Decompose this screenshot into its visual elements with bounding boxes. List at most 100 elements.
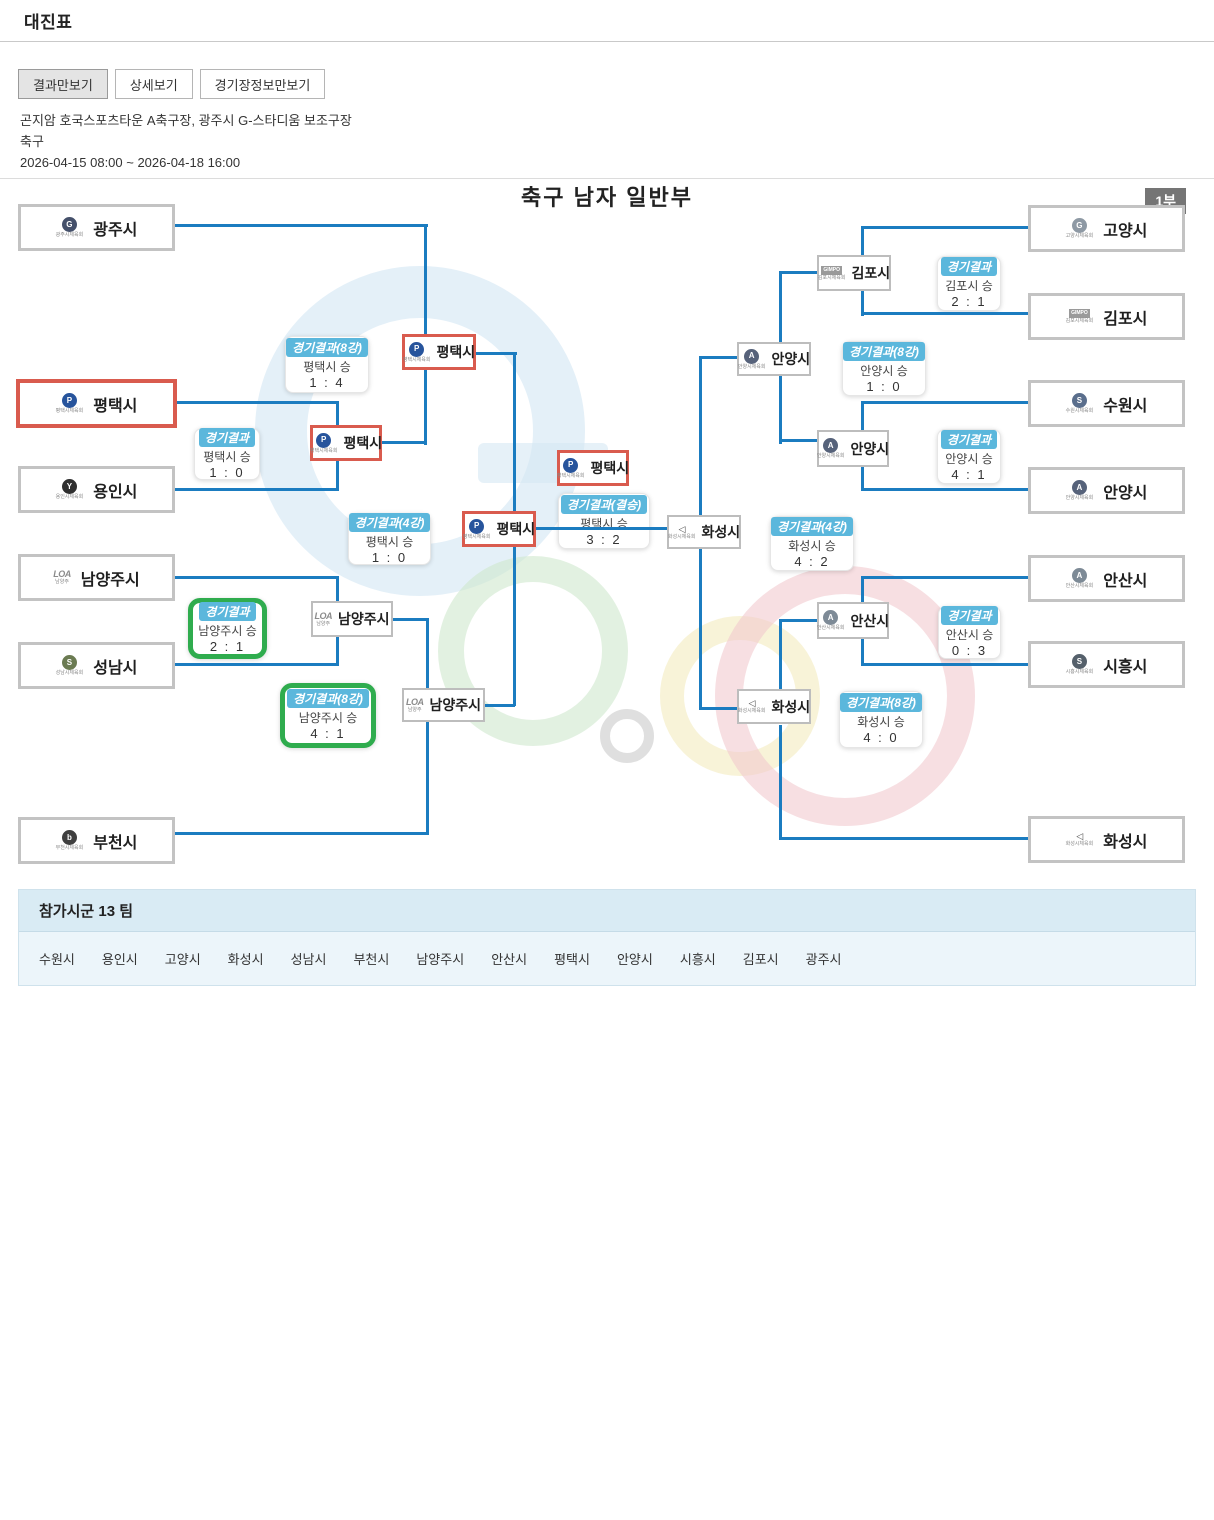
participant-team: 고양시 xyxy=(164,952,201,967)
team-box-seongnam: S 성남시체육회 성남시 xyxy=(18,642,175,689)
team-logo-icon: GIMPO 김포시체육회 xyxy=(1065,309,1094,324)
team-logo-icon: S 시흥시체육회 xyxy=(1066,654,1093,675)
team-box-gimpo: GIMPO 김포시체육회 김포시 xyxy=(1028,293,1185,340)
team-name: 평택시 xyxy=(343,435,383,451)
team-logo-icon: G 고양시체육회 xyxy=(1066,218,1093,239)
team-logo-icon: GIMPO 김포시체육회 xyxy=(817,265,846,281)
team-box-suwon: S 수원시체육회 수원시 xyxy=(1028,380,1185,427)
team-name: 성남시 xyxy=(93,659,138,677)
match-score: 1 : 0 xyxy=(371,549,408,565)
team-name: 김포시 xyxy=(851,265,891,281)
match-score: 3 : 2 xyxy=(586,531,622,547)
participant-team: 남양주시 xyxy=(416,952,465,967)
tab-details[interactable]: 상세보기 xyxy=(114,69,193,99)
bracket-line xyxy=(174,488,339,491)
match-winner-text: 화성시 승 xyxy=(857,715,905,729)
bracket-line xyxy=(699,356,739,359)
tab-results-only[interactable]: 결과만보기 xyxy=(18,69,108,99)
team-box-goyang: G 고양시체육회 고양시 xyxy=(1028,205,1185,252)
participant-team: 김포시 xyxy=(742,952,779,967)
bracket-line xyxy=(174,576,339,579)
participant-team: 안산시 xyxy=(491,952,528,967)
team-logo-icon: A 안양시체육회 xyxy=(817,438,844,459)
team-logo-icon: ◁ 화성시체육회 xyxy=(737,698,766,714)
match-winner-text: 남양주시 승 xyxy=(198,624,257,638)
match-score: 1 : 0 xyxy=(209,464,245,480)
participant-team: 용인시 xyxy=(101,952,138,967)
bracket-line xyxy=(475,352,517,355)
match-result-badge: 경기결과(8강) xyxy=(287,689,369,708)
team-logo-icon: S 성남시체육회 xyxy=(56,655,83,676)
team-name: 김포시 xyxy=(1103,310,1148,328)
team-name: 남양주시 xyxy=(337,611,390,627)
team-logo-icon: Y 용인시체육회 xyxy=(56,479,83,500)
bracket-line xyxy=(424,224,427,337)
bracket-line xyxy=(862,401,1028,404)
match-winner-text: 평택시 승 xyxy=(365,534,414,549)
winner-node-champion: P 평택시체육회 평택시 xyxy=(557,450,629,486)
match-result-badge: 경기결과 xyxy=(198,427,256,447)
winner-node-r1-right-a-winner: GIMPO 김포시체육회 김포시 xyxy=(817,255,891,291)
match-winner-text: 평택시 승 xyxy=(303,360,351,374)
team-logo-icon: LOA 남양주 xyxy=(53,569,71,585)
match-result-badge: 경기결과(8강) xyxy=(843,342,925,361)
team-box-namyangju: LOA 남양주 남양주시 xyxy=(18,554,175,601)
bracket-line xyxy=(174,832,429,835)
team-box-anyang: A 안양시체육회 안양시 xyxy=(1028,467,1185,514)
match-score: 0 : 3 xyxy=(951,643,988,658)
team-logo-icon: ◁ 화성시체육회 xyxy=(1065,831,1094,847)
participant-team: 화성시 xyxy=(227,952,264,967)
bracket-line xyxy=(779,439,819,442)
team-name: 광주시 xyxy=(93,221,138,239)
bracket-line xyxy=(426,722,429,835)
bracket-line xyxy=(862,576,1028,579)
team-logo-icon: P 평택시체육회 xyxy=(403,341,430,363)
bracket-line xyxy=(393,618,429,621)
view-tabs: 결과만보기 상세보기 경기장정보만보기 xyxy=(18,69,326,99)
bracket-line xyxy=(485,704,515,707)
match-winner-text: 화성시 승 xyxy=(788,539,836,553)
team-logo-icon: S 수원시체육회 xyxy=(1066,393,1093,414)
winner-node-qf-right-top-winner: A 안양시체육회 안양시 xyxy=(737,342,811,376)
tab-venue-info[interactable]: 경기장정보만보기 xyxy=(199,69,326,99)
participants-title: 참가시군 13 팀 xyxy=(19,890,1195,932)
match-winner-text: 안산시 승 xyxy=(945,628,994,642)
match-result-badge: 경기결과 xyxy=(940,430,998,449)
winner-node-qf-right-bottom-winner: ◁ 화성시체육회 화성시 xyxy=(737,689,811,724)
team-name: 화성시 xyxy=(771,698,811,715)
bracket-line xyxy=(862,663,1028,666)
match-winner-text: 안양시 승 xyxy=(945,452,993,466)
team-box-siheung: S 시흥시체육회 시흥시 xyxy=(1028,641,1185,688)
match-result-badge: 경기결과(8강) xyxy=(286,338,368,357)
bracket-line xyxy=(779,725,782,840)
team-box-hwaseong: ◁ 화성시체육회 화성시 xyxy=(1028,816,1185,863)
team-box-bucheon: b 부천시체육회 부천시 xyxy=(18,817,175,864)
match-score: 2 : 1 xyxy=(209,639,246,654)
bracket-line xyxy=(424,369,427,445)
bracket-line xyxy=(779,271,782,344)
winner-node-sf-right-winner: ◁ 화성시체육회 화성시 xyxy=(667,515,741,549)
match-result-badge: 경기결과(8강) xyxy=(840,693,922,712)
bracket-line xyxy=(513,546,516,706)
team-logo-icon: A 안산시체육회 xyxy=(817,610,844,631)
bracket-line xyxy=(513,352,516,514)
bracket-line xyxy=(862,312,1028,315)
team-logo-icon: A 안산시체육회 xyxy=(1066,568,1093,589)
bracket-line xyxy=(779,271,819,274)
team-name: 부천시 xyxy=(93,834,138,852)
team-name: 평택시 xyxy=(496,521,536,537)
team-name: 안산시 xyxy=(850,612,890,629)
team-name: 화성시 xyxy=(1103,833,1148,851)
team-box-pyeongtaek: P 평택시체육회 평택시 xyxy=(16,379,177,428)
participant-team: 성남시 xyxy=(290,952,327,967)
watermark-logo-shape xyxy=(600,709,654,763)
participant-team: 평택시 xyxy=(554,952,590,967)
bracket-line xyxy=(779,619,782,691)
match-winner-text: 평택시 승 xyxy=(203,449,251,464)
